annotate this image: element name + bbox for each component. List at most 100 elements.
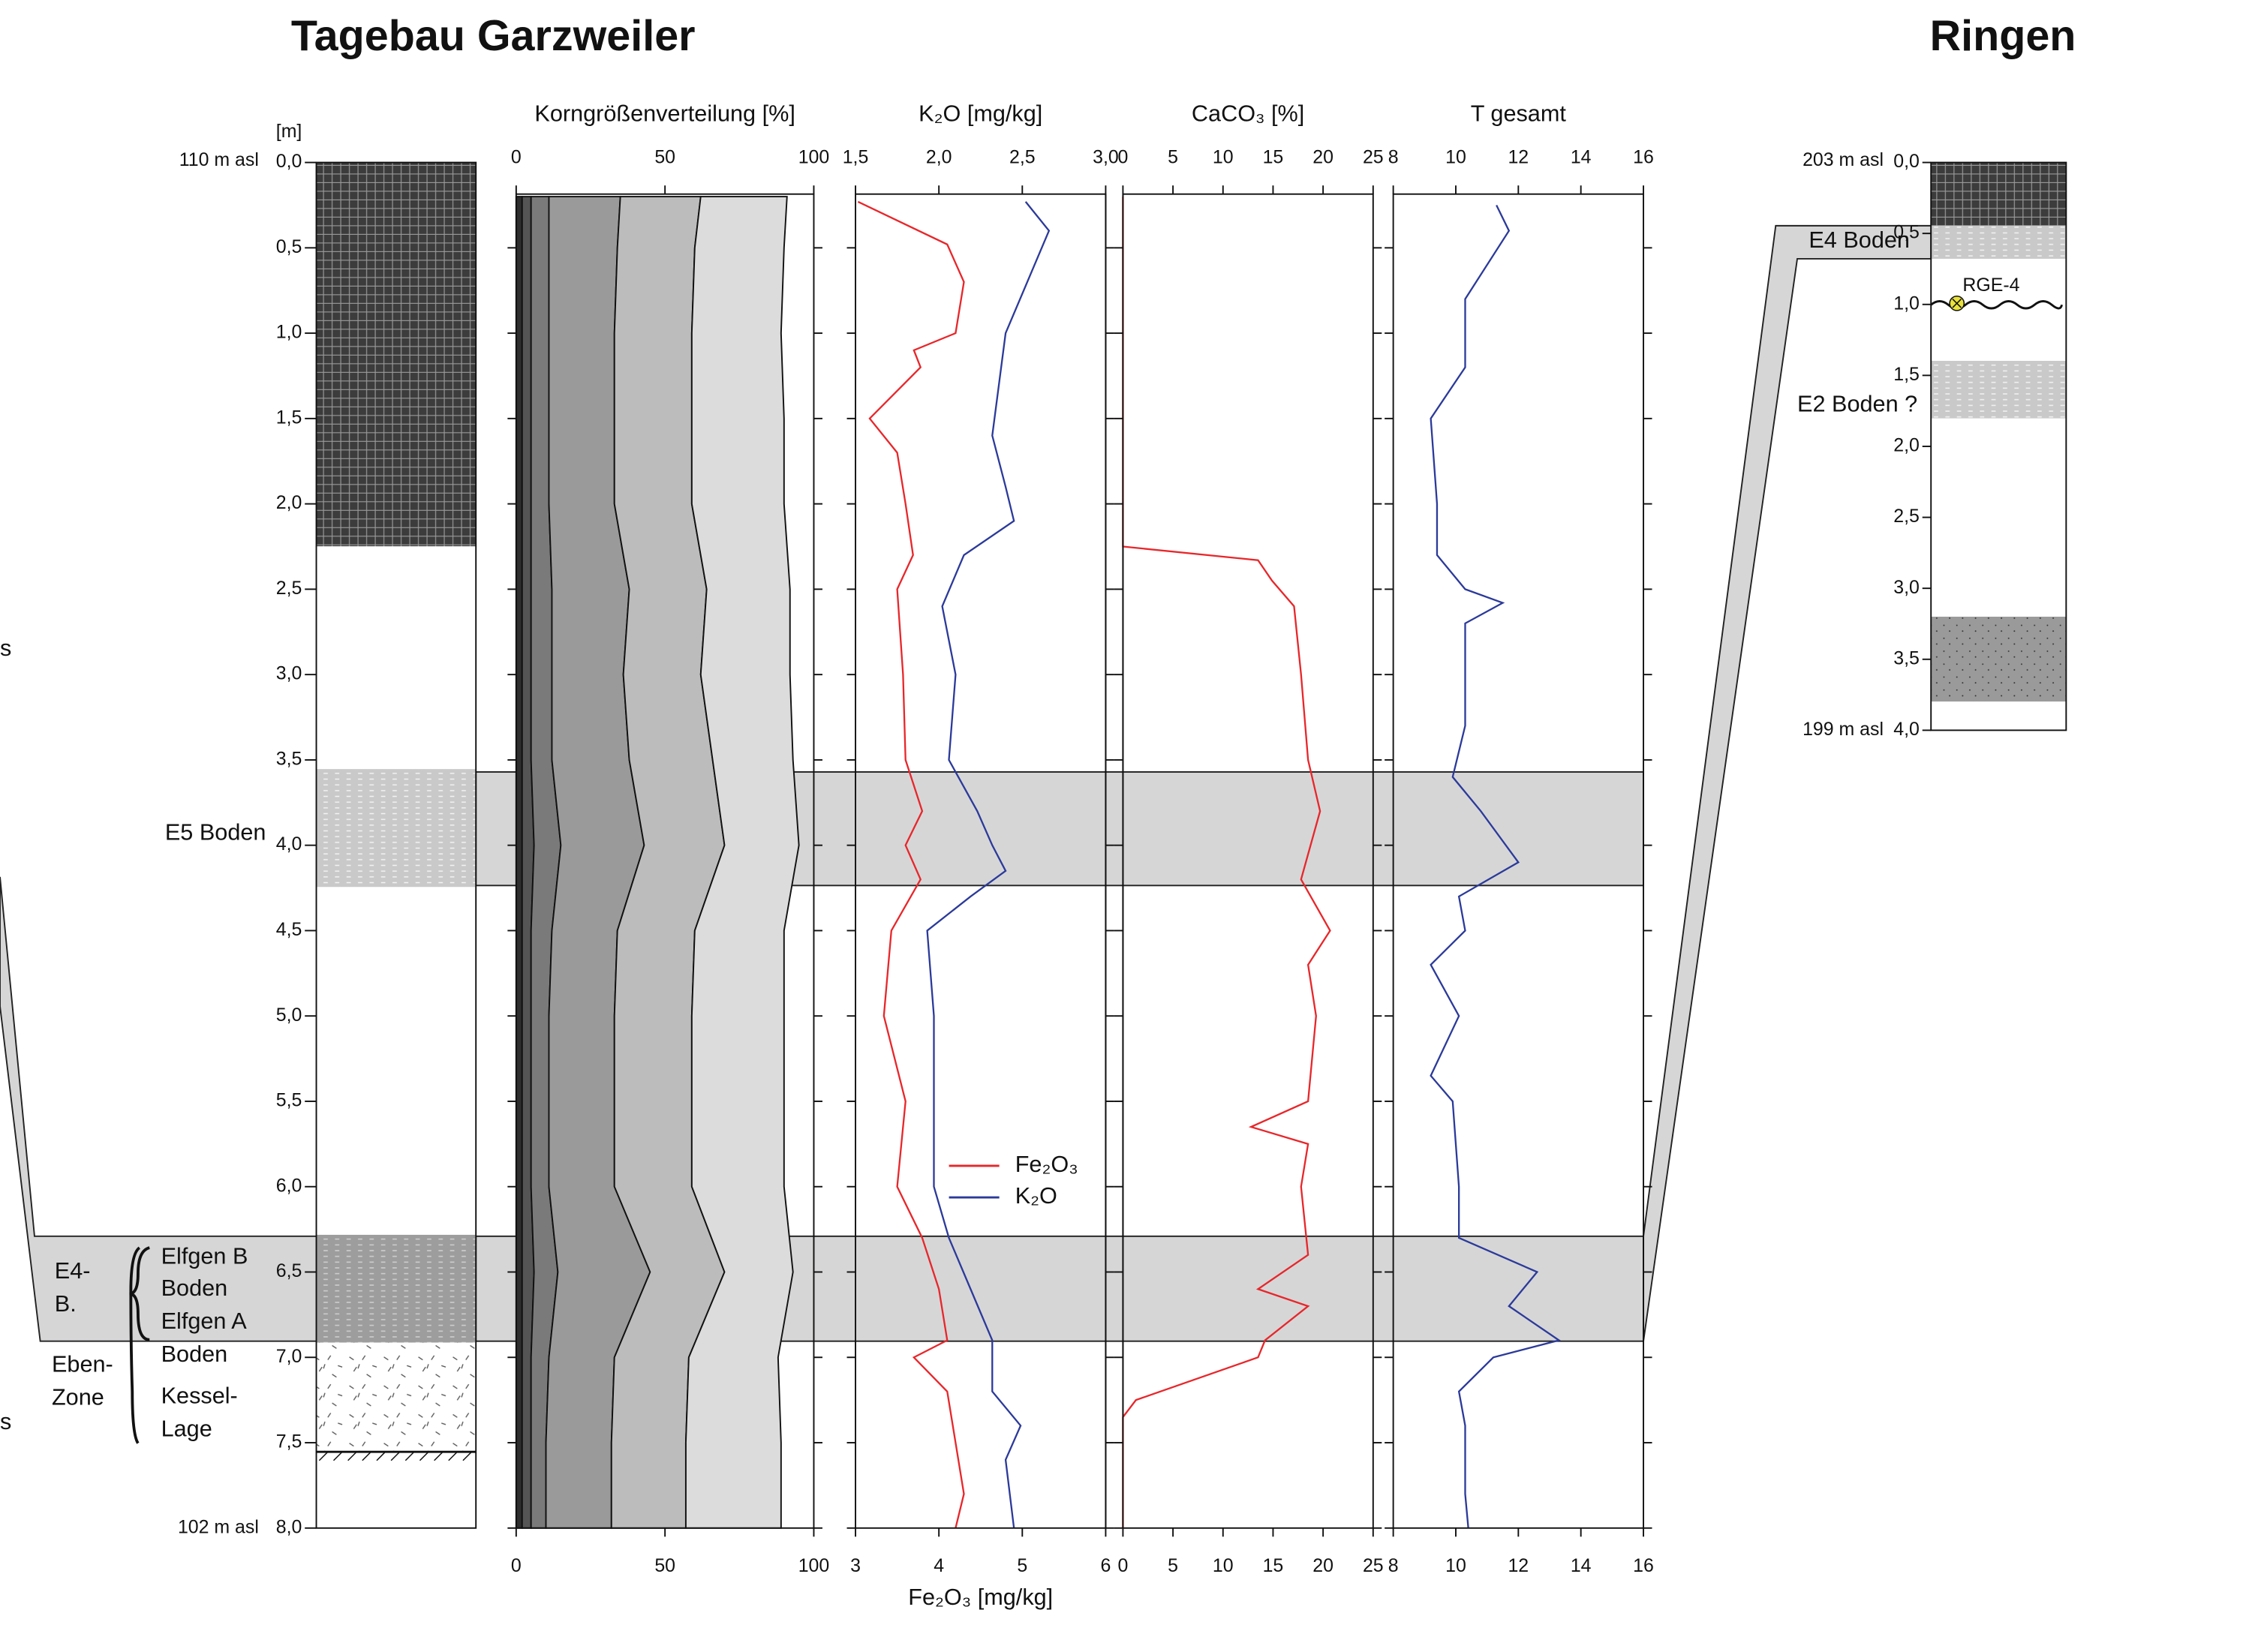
y-tick-label: 0,0: [1893, 151, 1920, 172]
depth-unit: [m]: [276, 121, 302, 142]
y-tick-label: 6,0: [276, 1175, 302, 1196]
x-tick-label: 8: [1388, 146, 1399, 167]
y-tick-label: 6,5: [276, 1260, 302, 1281]
x-tick-label: 100: [798, 1555, 830, 1576]
x-tick-label: 20: [1312, 146, 1333, 167]
chart-title: K₂O [mg/kg]: [919, 101, 1042, 126]
x-tick-label: 8: [1388, 1555, 1399, 1576]
x-tick-label: 0: [1117, 146, 1128, 167]
y-tick-label: 5,0: [276, 1005, 302, 1026]
unit-label: E2 Boden ?: [1797, 391, 1917, 416]
y-tick-label: 7,0: [276, 1346, 302, 1367]
x-tick-label: 10: [1445, 146, 1466, 167]
y-tick-label: 7,5: [276, 1431, 302, 1452]
chart-title: CaCO₃ [%]: [1192, 101, 1304, 126]
unit-label: Elfgen A: [161, 1308, 248, 1334]
chart-title: Korngrößenverteilung [%]: [534, 101, 795, 126]
y-tick-label: 2,5: [1893, 506, 1920, 527]
unit-label: Boden: [161, 1341, 228, 1367]
x-tick-label: 5: [1168, 1555, 1178, 1576]
grain-size-band: [515, 196, 523, 1529]
x-tick-label: 6: [1101, 1555, 1111, 1576]
cut-label: s: [0, 1409, 11, 1434]
y-tick-label: 8,0: [276, 1516, 302, 1537]
unit-label: B.: [55, 1291, 77, 1317]
unit-label: Zone: [52, 1384, 104, 1410]
x2-tick-label: 3,0: [1093, 146, 1119, 167]
x-tick-label: 4: [934, 1555, 944, 1576]
x-tick-label: 14: [1571, 1555, 1592, 1576]
unit-label: E5 Boden: [165, 819, 266, 845]
y-tick-label: 4,0: [1893, 719, 1920, 740]
legend-label: Fe₂O₃: [1015, 1152, 1078, 1177]
profile-line: [926, 201, 1051, 1528]
title-right: Ringen: [1930, 12, 2076, 60]
bottom-elevation: 102 m asl: [178, 1516, 259, 1537]
y-tick-label: 2,0: [1893, 435, 1920, 456]
y-tick-label: 3,5: [1893, 647, 1920, 668]
y-tick-label: 0,0: [276, 151, 302, 172]
x-tick-label: 12: [1508, 146, 1529, 167]
top-elevation: 203 m asl: [1803, 149, 1884, 170]
x-tick-label: 50: [654, 146, 675, 167]
unit-label: Elfgen B: [161, 1244, 248, 1269]
unit-label: E4-: [55, 1258, 91, 1284]
x-tick-label: 25: [1363, 146, 1384, 167]
x-tick-label: 25: [1363, 1555, 1384, 1576]
y-tick-label: 1,5: [1893, 364, 1920, 385]
title-left: Tagebau Garzweiler: [291, 12, 696, 60]
top-elevation: 110 m asl: [179, 149, 259, 170]
profile-line: [857, 200, 965, 1529]
y-tick-label: 5,5: [276, 1090, 302, 1111]
y-tick-label: 0,5: [276, 236, 302, 257]
unit-label: Boden: [161, 1275, 228, 1301]
x2-tick-label: 2,0: [926, 146, 952, 167]
y-tick-label: 3,5: [276, 748, 302, 769]
x-tick-label: 14: [1571, 146, 1592, 167]
y-tick-label: 1,0: [276, 322, 302, 343]
x-tick-label: 0: [1117, 1555, 1128, 1576]
x-tick-label: 50: [654, 1555, 675, 1576]
y-tick-label: 2,5: [276, 578, 302, 599]
x2-tick-label: 2,5: [1009, 146, 1036, 167]
y-tick-label: 1,5: [276, 407, 302, 428]
x-tick-label: 5: [1017, 1555, 1027, 1576]
bottom-elevation: 199 m asl: [1803, 719, 1884, 740]
sample-label: RGE-4: [1962, 275, 2019, 296]
x-tick-label: 15: [1263, 1555, 1284, 1576]
x-tick-label: 10: [1213, 146, 1234, 167]
x2-tick-label: 1,5: [843, 146, 869, 167]
x-axis-label: Fe₂O₃ [mg/kg]: [908, 1584, 1053, 1610]
x-tick-label: 3: [850, 1555, 861, 1576]
y-tick-label: 4,5: [276, 919, 302, 940]
y-tick-label: 1,0: [1893, 293, 1920, 314]
legend-label: K₂O: [1015, 1183, 1057, 1209]
x-tick-label: 0: [511, 1555, 522, 1576]
unit-label: Lage: [161, 1416, 212, 1442]
x-tick-label: 0: [511, 146, 522, 167]
plot-frame: [1122, 193, 1374, 1529]
x-tick-label: 12: [1508, 1555, 1529, 1576]
plot-frame: [855, 193, 1107, 1529]
x-tick-label: 16: [1633, 146, 1654, 167]
y-tick-label: 0,5: [1893, 222, 1920, 243]
x-tick-label: 10: [1213, 1555, 1234, 1576]
cut-label: s: [0, 635, 11, 661]
x-tick-label: 5: [1168, 146, 1178, 167]
y-tick-label: 4,0: [276, 834, 302, 855]
unit-label: Kessel-: [161, 1383, 238, 1409]
unit-label: Eben-: [52, 1351, 113, 1377]
unit-label: E4 Boden: [1809, 227, 1910, 253]
y-tick-label: 3,0: [1893, 577, 1920, 598]
chart-title: T gesamt: [1471, 101, 1567, 126]
y-tick-label: 3,0: [276, 663, 302, 684]
x-tick-label: 15: [1263, 146, 1284, 167]
x-tick-label: 16: [1633, 1555, 1654, 1576]
profile-line: [1430, 204, 1562, 1528]
x-tick-label: 100: [798, 146, 830, 167]
layout: [0, 161, 2067, 1529]
x-tick-label: 20: [1312, 1555, 1333, 1576]
x-tick-label: 10: [1445, 1555, 1466, 1576]
y-tick-label: 2,0: [276, 492, 302, 513]
